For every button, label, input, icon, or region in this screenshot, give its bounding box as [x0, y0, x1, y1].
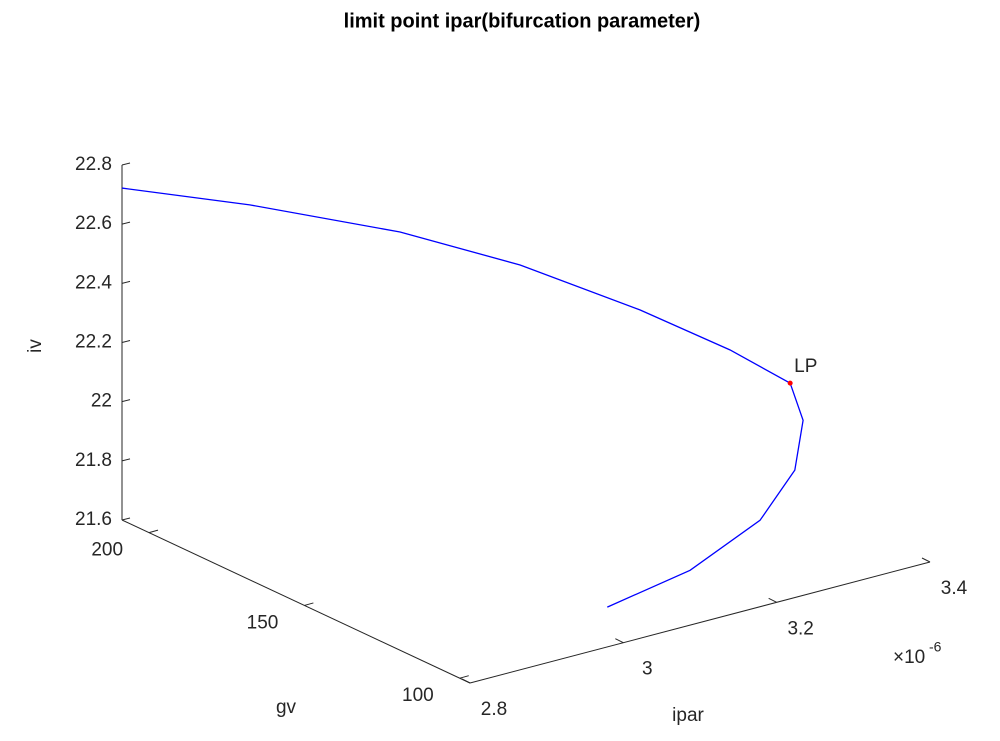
limit-point-label: LP: [794, 356, 817, 377]
x-tick-label: 3: [642, 659, 653, 680]
z-tick-label: 22: [91, 391, 112, 412]
x-tick-label: 2.8: [481, 699, 507, 720]
x-multiplier-exponent: -6: [929, 639, 942, 655]
y-tick: [459, 675, 469, 679]
z-tick-label: 22.4: [75, 272, 112, 293]
x-axis: [469, 561, 931, 684]
z-tick: [121, 458, 131, 462]
y-tick: [148, 529, 159, 534]
y-tick-label: 200: [91, 540, 123, 561]
y-axis-label: gv: [276, 697, 297, 718]
y-tick: [304, 602, 314, 606]
limit-point: [787, 380, 793, 386]
y-tick-label: 100: [402, 685, 434, 706]
y-tick-label: 150: [247, 612, 279, 633]
x-multiplier: ×10: [893, 647, 925, 668]
z-tick: [121, 399, 131, 403]
z-tick-label: 22.8: [75, 154, 112, 175]
x-tick-label: 3.2: [787, 618, 813, 639]
chart-title: limit point ipar(bifurcation parameter): [344, 10, 701, 32]
z-tick-label: 21.6: [75, 509, 112, 530]
z-tick-label: 21.8: [75, 450, 112, 471]
y-axis: [121, 519, 471, 684]
z-tick: [121, 340, 131, 343]
z-tick-label: 22.6: [75, 213, 112, 234]
z-tick: [121, 221, 131, 225]
x-axis-label: ipar: [672, 705, 704, 726]
z-tick: [121, 162, 131, 166]
x-tick: [615, 638, 624, 644]
x-tick: [461, 678, 471, 684]
curve: [121, 187, 804, 608]
x-tick: [768, 597, 777, 603]
z-tick: [121, 280, 131, 284]
z-tick: [121, 517, 131, 521]
x-tick-label: 3.4: [941, 578, 968, 599]
z-axis-label: iv: [25, 339, 46, 353]
z-tick-label: 22.2: [75, 332, 112, 353]
x-tick: [921, 557, 931, 563]
